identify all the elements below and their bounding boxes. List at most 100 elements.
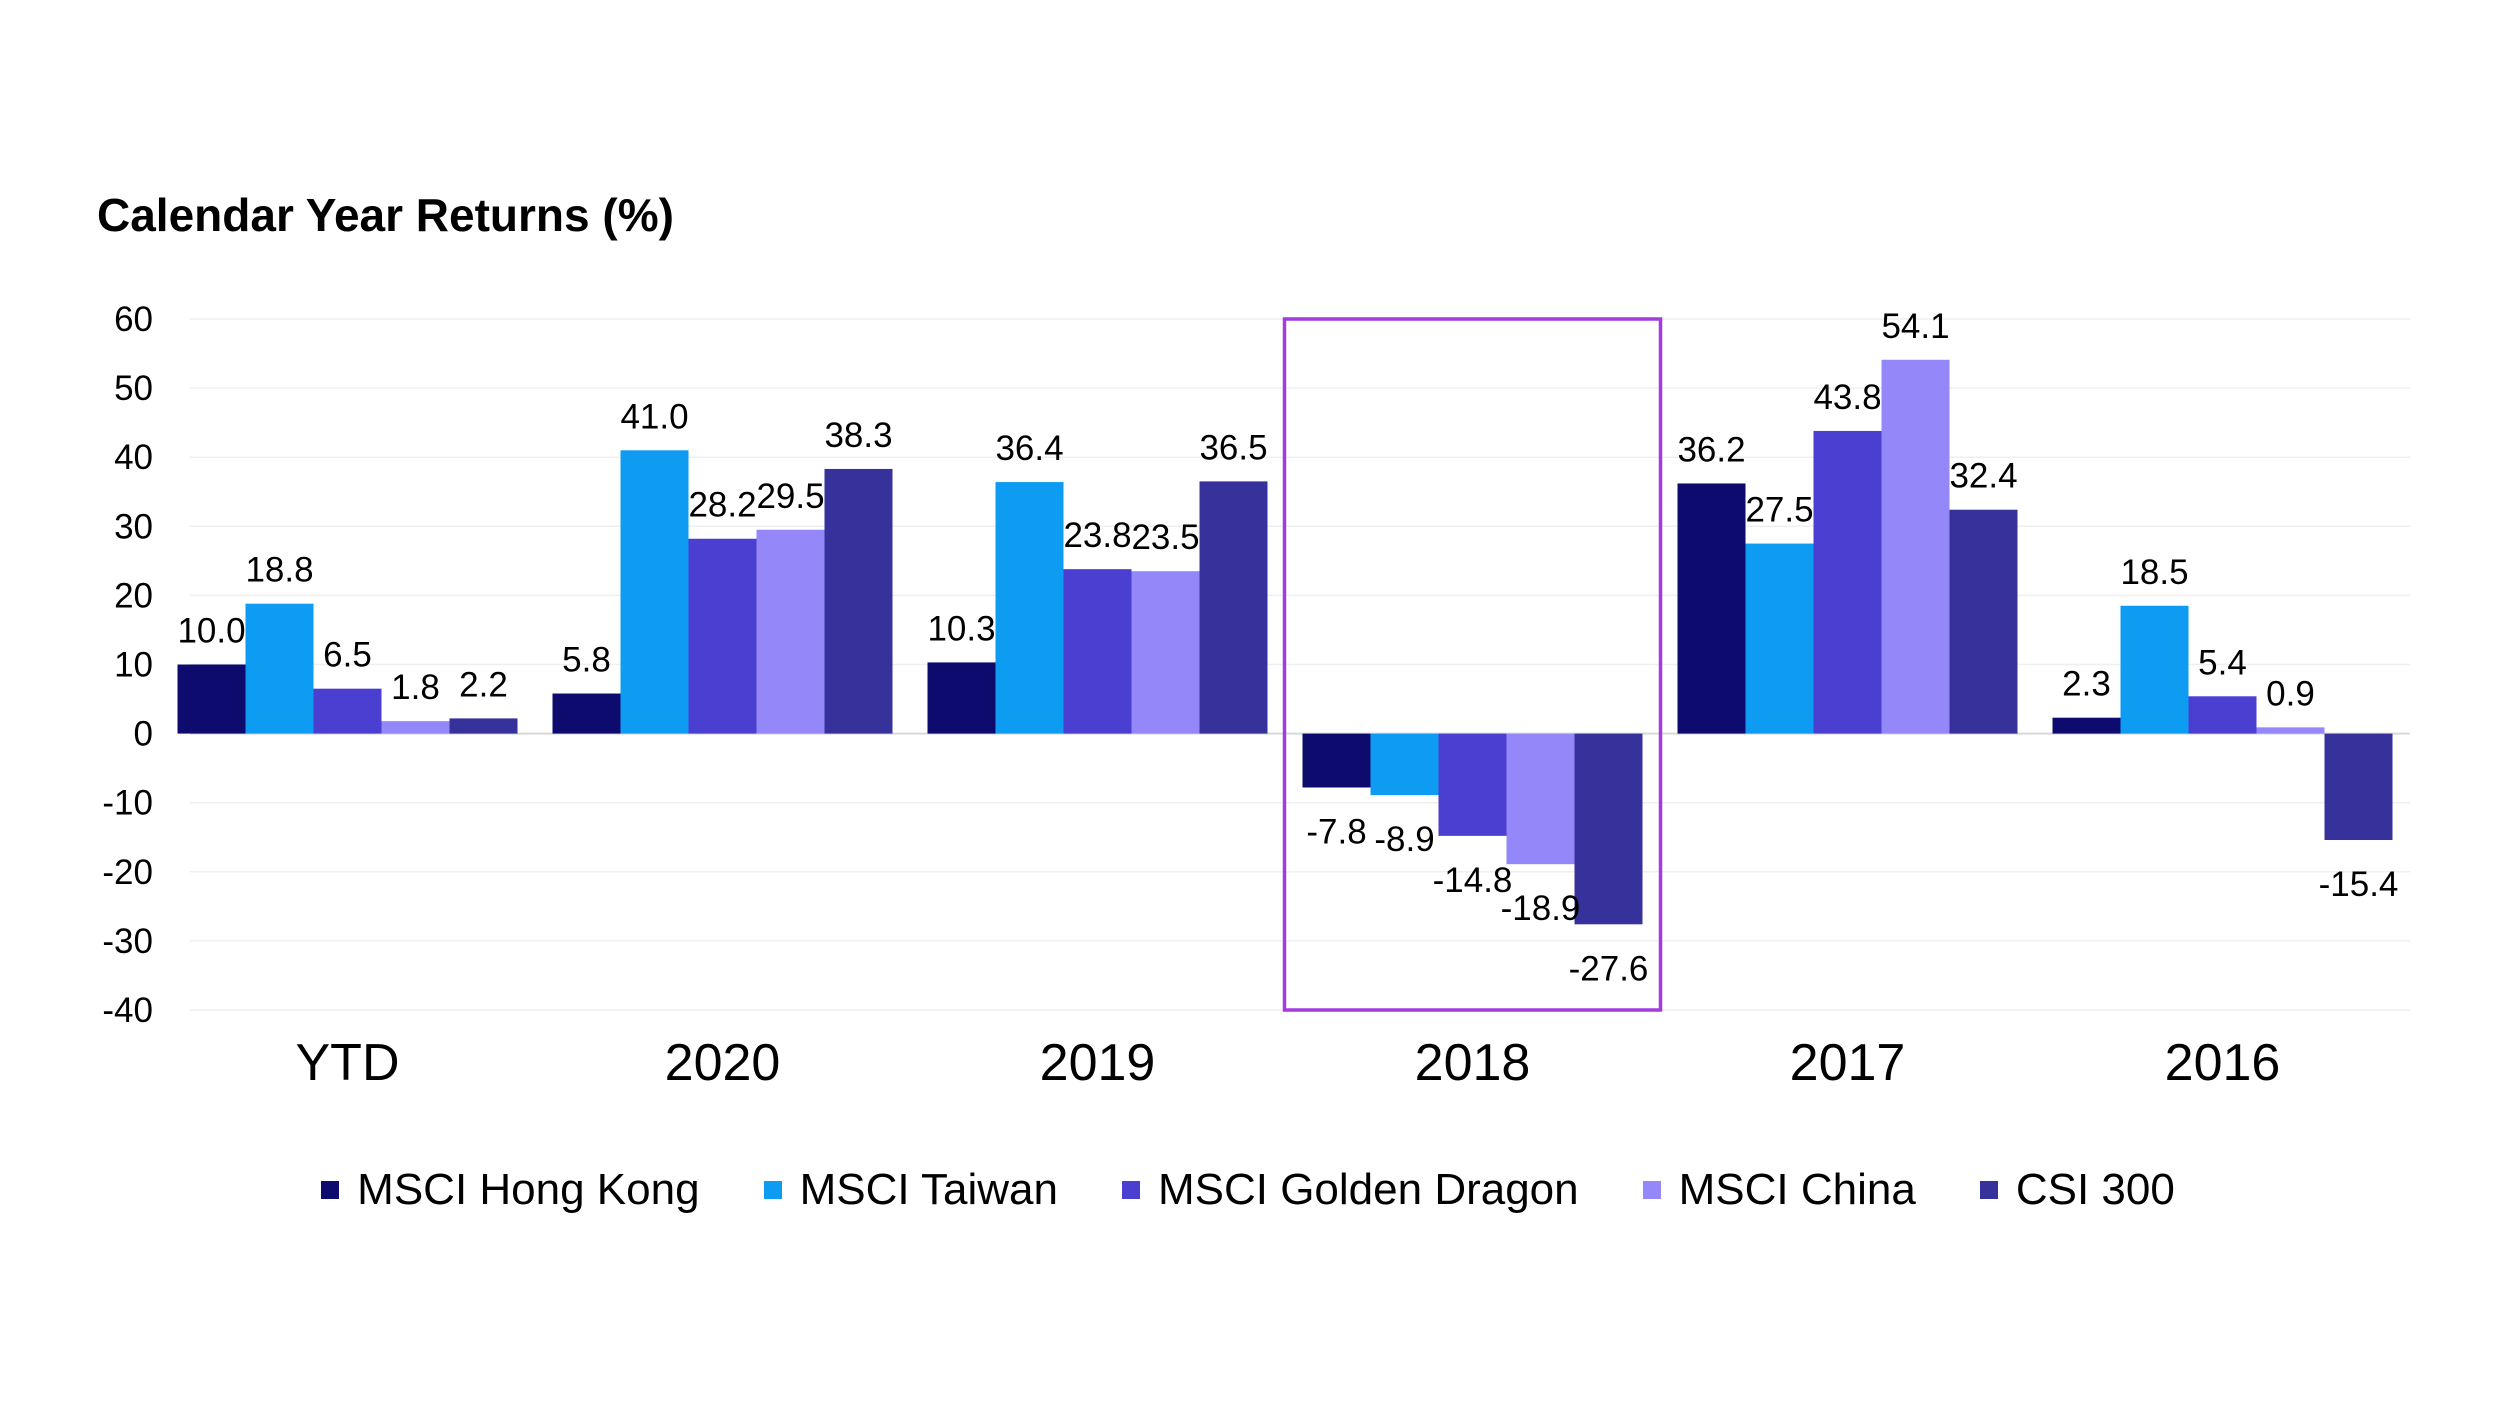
data-label: -18.9	[1501, 889, 1581, 928]
data-label: 28.2	[688, 486, 756, 525]
legend-item: MSCI Taiwan	[763, 1165, 1058, 1215]
x-tick-label: YTD	[296, 1034, 400, 1092]
legend-label: MSCI Golden Dragon	[1157, 1165, 1579, 1214]
legend: MSCI Hong Kong MSCI Taiwan MSCI Golden Dra…	[0, 1160, 2496, 1220]
legend-swatch	[321, 1181, 340, 1199]
bar	[177, 664, 246, 734]
data-label: -7.8	[1306, 812, 1366, 851]
data-label: 41.0	[620, 397, 688, 436]
data-label: 18.5	[2120, 553, 2188, 592]
data-label: 32.4	[1949, 457, 2017, 496]
bar	[1881, 359, 1950, 734]
bar	[1302, 733, 1371, 788]
y-tick-label: 40	[114, 438, 153, 477]
data-label: 43.8	[1813, 378, 1881, 417]
legend-swatch	[763, 1181, 782, 1199]
legend-swatch	[1121, 1181, 1140, 1199]
data-label: 10.0	[177, 612, 245, 651]
data-label: 6.5	[323, 636, 372, 675]
legend-label: MSCI Taiwan	[799, 1165, 1058, 1214]
y-tick-label: 30	[114, 507, 153, 546]
legend-item: MSCI China	[1642, 1165, 1916, 1215]
legend-item: MSCI Golden Dragon	[1121, 1165, 1579, 1215]
bar	[552, 693, 621, 734]
x-tick-label: 2019	[1040, 1034, 1156, 1092]
bar	[1949, 509, 2018, 734]
data-label: 23.8	[1063, 516, 1131, 555]
data-labels: 10.018.8 6.5 1.8 2.2 5.8 41.0 28.2 29.538.3 10.3…	[177, 307, 2398, 989]
legend-label: CSI 300	[2015, 1165, 2175, 1214]
y-axis: 60 50 40 30 20 10 0 -10 -20 -30 -40	[102, 300, 153, 1030]
bar	[927, 662, 996, 734]
bar	[2256, 727, 2325, 734]
bar	[2120, 605, 2189, 734]
y-tick-label: 0	[134, 715, 153, 754]
bar	[1574, 733, 1643, 925]
legend-item: CSI 300	[1979, 1165, 2175, 1215]
data-label: 2.3	[2062, 665, 2111, 704]
data-label: 2.2	[459, 665, 508, 704]
bar	[1677, 483, 1746, 734]
bar	[1506, 733, 1575, 865]
data-label: 36.5	[1199, 428, 1267, 467]
y-tick-label: -20	[102, 853, 153, 892]
bar	[2188, 696, 2257, 734]
data-label: -14.8	[1433, 861, 1513, 900]
bar	[1745, 543, 1814, 734]
data-label: 36.2	[1677, 430, 1745, 469]
bar	[2324, 733, 2393, 841]
data-label: 27.5	[1745, 491, 1813, 530]
bars	[177, 359, 2393, 925]
data-label: -8.9	[1374, 820, 1434, 859]
chart-title: Calendar Year Returns (%)	[97, 189, 674, 241]
data-label: 38.3	[824, 416, 892, 455]
bar	[1438, 733, 1507, 836]
bar	[1063, 569, 1132, 734]
data-label: 5.4	[2198, 643, 2247, 682]
y-tick-label: 10	[114, 646, 153, 685]
bar	[2052, 717, 2121, 734]
data-label: 1.8	[391, 668, 440, 707]
bar	[688, 538, 757, 734]
data-label: 36.4	[995, 429, 1063, 468]
y-tick-label: 20	[114, 576, 153, 615]
data-label: -15.4	[2319, 865, 2399, 904]
data-label: -27.6	[1569, 949, 1649, 988]
legend-swatch	[1979, 1181, 1998, 1199]
data-label: 5.8	[562, 641, 611, 680]
legend-swatch	[1642, 1181, 1661, 1199]
y-tick-label: -40	[102, 991, 153, 1030]
highlight-box-layer	[1282, 317, 1663, 1012]
bar	[313, 688, 382, 734]
data-label: 23.5	[1131, 518, 1199, 557]
bar	[1813, 430, 1882, 734]
bar	[1199, 481, 1268, 734]
bar	[449, 718, 518, 734]
data-label: 10.3	[927, 609, 995, 648]
bar	[756, 529, 825, 734]
bar	[824, 468, 893, 734]
bar	[381, 721, 450, 734]
y-tick-label: -10	[102, 784, 153, 823]
x-tick-label: 2017	[1790, 1034, 1906, 1092]
legend-label: MSCI Hong Kong	[357, 1165, 700, 1214]
data-label: 29.5	[756, 477, 824, 516]
x-tick-label: 2016	[2165, 1034, 2281, 1092]
bar	[1131, 571, 1200, 734]
x-tick-label: 2020	[665, 1034, 781, 1092]
bar	[995, 482, 1064, 734]
bar	[620, 450, 689, 734]
legend-item: MSCI Hong Kong	[321, 1165, 700, 1215]
highlight-box	[1282, 317, 1663, 1012]
bar	[245, 603, 314, 734]
legend-label: MSCI China	[1678, 1165, 1916, 1214]
x-axis: YTD 2020 2019 2018 2017 2016	[296, 1034, 2281, 1092]
x-tick-label: 2018	[1415, 1034, 1531, 1092]
y-tick-label: 50	[114, 369, 153, 408]
data-label: 18.8	[245, 551, 313, 590]
bar	[1370, 733, 1439, 796]
y-tick-label: -30	[102, 922, 153, 961]
data-label: 54.1	[1881, 307, 1949, 346]
data-label: 0.9	[2266, 674, 2315, 713]
